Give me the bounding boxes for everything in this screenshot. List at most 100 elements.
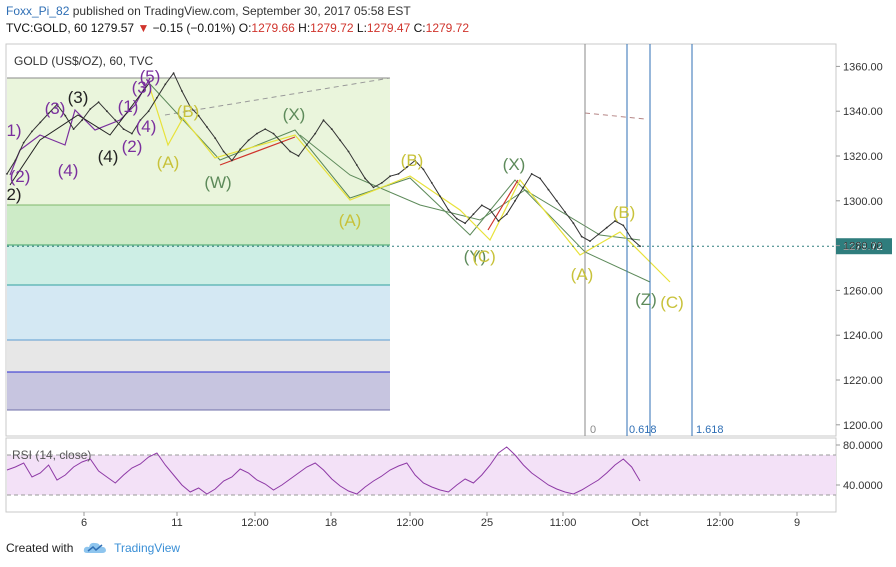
price-point — [364, 177, 366, 180]
fib-time-label: 0 — [590, 424, 596, 436]
price-point — [572, 222, 575, 225]
price-point — [247, 139, 250, 142]
y-tick-label: 1220.00 — [843, 375, 883, 387]
price-point — [372, 186, 375, 189]
rsi-y-tick-label: 40.0000 — [843, 480, 883, 492]
x-tick-label: 25 — [481, 517, 493, 529]
wave-label: (2) — [122, 137, 143, 156]
green-zigzag — [149, 83, 651, 283]
rsi-y-tick-label: 80.0000 — [843, 440, 883, 452]
price-point — [414, 159, 416, 162]
tradingview-cloud-icon — [83, 542, 106, 553]
red-segment-b — [487, 179, 519, 231]
black-zigzag — [9, 81, 151, 186]
price-point — [422, 168, 425, 171]
wave-label: (4) — [136, 117, 157, 136]
price-point — [330, 128, 333, 131]
high-value: 1279.72 — [310, 21, 354, 35]
x-tick-label: 18 — [325, 517, 337, 529]
rsi-legend: RSI (14, close) — [12, 448, 91, 462]
price-point — [405, 166, 408, 169]
price-point — [297, 155, 300, 157]
price-point — [489, 208, 491, 211]
x-tick-label: 9 — [794, 517, 800, 529]
wave-label: (2) — [10, 167, 31, 186]
close-value: 1279.72 — [425, 21, 470, 35]
price-point — [314, 132, 317, 135]
price-point — [630, 238, 633, 240]
price-point — [430, 182, 433, 184]
price-point — [222, 150, 225, 153]
price-point — [172, 72, 175, 74]
y-tick-label: 1340.00 — [843, 106, 883, 118]
low-label: L: — [356, 21, 367, 35]
price-point — [31, 130, 33, 133]
wave-label: (B) — [177, 102, 200, 121]
wave-label: (Y) — [464, 247, 487, 266]
price-point — [522, 186, 525, 189]
wave-label: (3) — [132, 78, 153, 97]
wave-label: (A) — [339, 211, 362, 230]
price-point — [355, 164, 358, 166]
down-arrow-icon: ▼ — [137, 21, 150, 35]
wave-label: (A) — [157, 153, 180, 172]
x-tick-label: Oct — [631, 517, 648, 529]
price-point — [89, 108, 92, 110]
open-value: 1279.66 — [251, 21, 295, 35]
price-point — [514, 199, 516, 202]
high-label: H: — [298, 21, 311, 35]
low-value: 1279.47 — [366, 21, 411, 35]
price-point — [47, 112, 50, 115]
price-point — [464, 222, 466, 225]
footer: Created with TradingView — [6, 541, 180, 555]
wave-label: (C) — [660, 293, 684, 312]
price-point — [447, 208, 450, 211]
wave-label: (5) — [140, 67, 161, 86]
price-point — [472, 213, 475, 216]
symbol-ohlc-line: TVC:GOLD, 60 1279.57 ▼ −0.15 (−0.01%) O:… — [6, 21, 469, 35]
price-point — [322, 119, 325, 122]
wave-label: 2) — [6, 185, 21, 204]
x-tick-label: 12:00 — [706, 517, 734, 529]
created-with-label: Created with — [6, 541, 74, 555]
price-point — [497, 220, 500, 222]
price-point — [339, 139, 342, 142]
wave-label: (C) — [472, 247, 496, 266]
green-zigzag-parallel — [299, 134, 641, 241]
last-price-label: 1279.72 — [843, 241, 883, 253]
rsi-band — [7, 455, 836, 495]
price-point — [439, 195, 441, 198]
wave-label: (3) — [68, 88, 89, 107]
price-point — [122, 128, 125, 131]
wave-label: (Z) — [635, 290, 657, 309]
price-point — [389, 175, 391, 178]
price-point — [539, 177, 541, 180]
wave-label: (X) — [283, 105, 306, 124]
price-point — [264, 128, 267, 131]
change-value: −0.15 (−0.01%) — [152, 21, 236, 35]
y-tick-label: 1200.00 — [843, 420, 883, 432]
yellow-zigzag — [149, 87, 671, 283]
price-point — [530, 173, 533, 175]
rsi-series-line — [6, 446, 641, 495]
price-point — [289, 150, 292, 153]
price-point — [380, 182, 383, 184]
price-point — [605, 226, 608, 229]
price-point — [14, 159, 17, 162]
price-point — [114, 119, 117, 122]
price-point — [397, 173, 400, 175]
last-price-badge — [836, 238, 892, 255]
author-link[interactable]: Foxx_Pi_82 — [6, 4, 70, 18]
price-point — [81, 119, 83, 122]
tradingview-link[interactable]: TradingView — [114, 541, 181, 555]
price-point — [189, 105, 192, 108]
close-label: C: — [413, 21, 426, 35]
x-tick-label: 12:00 — [241, 517, 269, 529]
price-point — [547, 188, 550, 191]
price-point — [622, 224, 625, 227]
open-label: O: — [238, 21, 252, 35]
price-point — [181, 90, 183, 92]
price-point — [256, 132, 258, 135]
price-point — [455, 217, 458, 220]
